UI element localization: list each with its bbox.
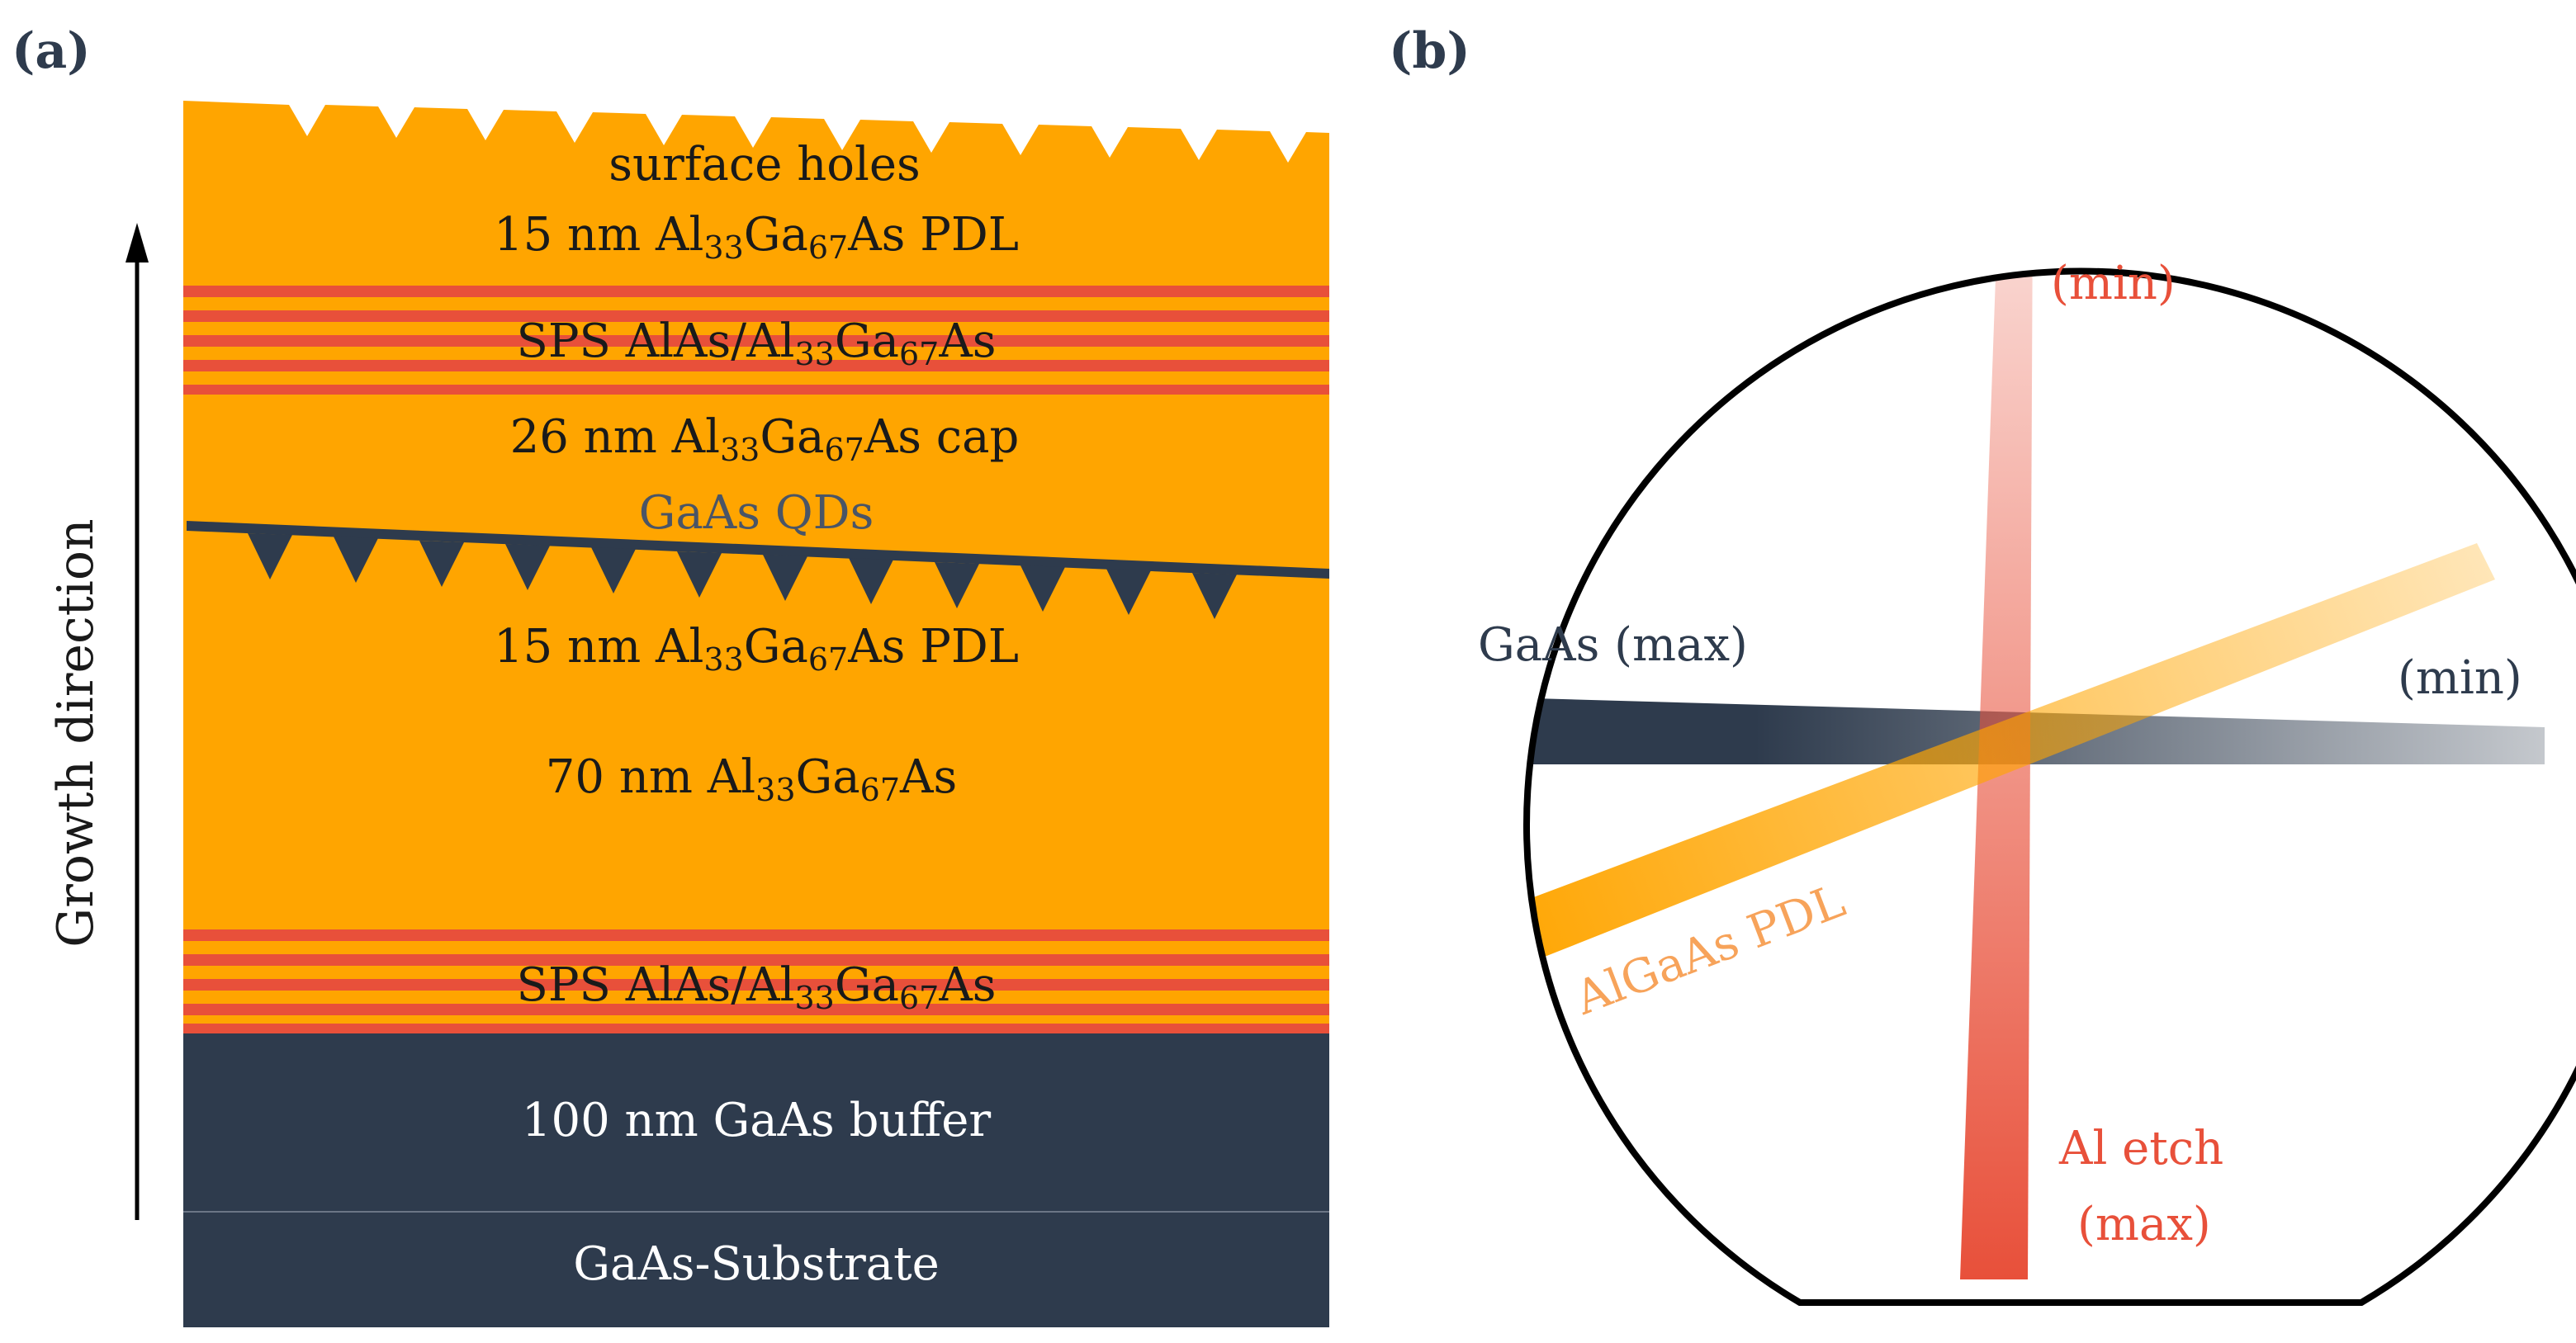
gaas-qds [187,521,1329,619]
sps-bottom-label: SPS AlAs/Al33Ga67As [517,958,997,1016]
sps-bottom-superlattice [183,929,1329,1033]
al-etch-max-label-line1: Al etch [2058,1122,2223,1175]
gaas-max-label: GaAs (max) [1478,618,1748,672]
growth-direction-arrow [125,223,149,1220]
panel-label-b: (b) [1389,22,1470,80]
arrow-head-icon [125,223,149,262]
surface-holes-label: surface holes [608,138,921,192]
substrate-label: GaAs-Substrate [573,1237,940,1291]
cap-label: 26 nm Al33Ga67As cap [510,410,1020,468]
gaas-buffer-layer [183,1033,1329,1211]
pdl-top-label: 15 nm Al33Ga67As PDL [494,208,1019,266]
gaas-substrate-layer [183,1213,1329,1327]
gaas-min-label: (min) [2398,651,2522,705]
al-etch-min-label: (min) [2051,257,2176,310]
algaas-pdl-gradient-bar [1527,543,2495,974]
wafer-outline [1523,267,2576,1306]
pdl-bottom-label: 15 nm Al33Ga67As PDL [494,620,1019,678]
wafer [1523,267,2576,1306]
algaas-body [183,101,1329,1033]
panel-label-a: (a) [12,22,91,80]
al-etch-max-label-line2: (max) [2077,1198,2211,1251]
sps-top-label: SPS AlAs/Al33Ga67As [517,314,997,372]
buffer-label: 100 nm GaAs buffer [522,1094,992,1147]
sps-top-superlattice [183,286,1329,395]
qds-label: GaAs QDs [639,486,874,540]
layer-stack: surface holes 15 nm Al33Ga67As PDL SPS A… [183,101,1329,1327]
algaas-70-label: 70 nm Al33Ga67As [546,750,957,808]
growth-direction-label: Growth direction [47,518,105,947]
